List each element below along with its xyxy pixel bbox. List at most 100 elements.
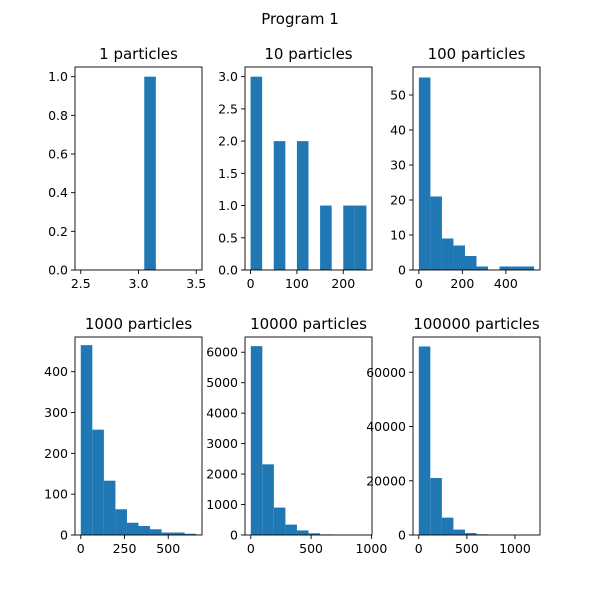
histogram-bar — [453, 529, 465, 535]
histogram-bar — [476, 266, 489, 270]
subplot-title: 10000 particles — [250, 315, 367, 333]
histogram-bar — [115, 509, 127, 535]
y-tick-label: 200 — [44, 446, 68, 461]
y-tick-label: 1.0 — [218, 198, 238, 213]
y-tick-label: 20 — [390, 193, 406, 208]
y-tick-label: 0 — [60, 528, 68, 543]
y-tick-label: 1.0 — [48, 69, 68, 84]
y-tick-label: 40000 — [366, 419, 406, 434]
histogram-bar — [430, 196, 442, 270]
y-tick-label: 0.6 — [48, 147, 68, 162]
y-tick-label: 30 — [390, 158, 406, 173]
subplot-5: 10000 particles 0 500 1000 0 1000 2000 3000 4000… — [206, 315, 387, 556]
histogram-bar — [80, 345, 93, 535]
y-tick-label: 0.4 — [48, 185, 68, 200]
x-tick-label: 3.5 — [186, 276, 206, 291]
x-tick-label: 1000 — [355, 541, 387, 556]
y-tick-label: 6000 — [206, 345, 238, 360]
y-tick-label: 3000 — [206, 436, 238, 451]
y-tick-label: 0.0 — [48, 263, 68, 278]
histogram-bar — [126, 522, 139, 535]
y-tick-label: 40 — [390, 123, 406, 138]
y-tick-label: 0.8 — [48, 108, 68, 123]
x-tick-label: 2.5 — [71, 276, 91, 291]
y-tick-label: 100 — [44, 487, 68, 502]
x-tick-label: 200 — [450, 276, 474, 291]
subplot-2: 10 particles 0 100 200 0.0 0.5 1.0 1.5 2.0 2.5 3.0 — [218, 45, 373, 291]
y-tick-label: 300 — [44, 405, 68, 420]
y-tick-label: 60000 — [366, 365, 406, 380]
histogram-bar — [511, 266, 523, 270]
y-tick-label: 50 — [390, 88, 406, 103]
subplot-3: 100 particles 0 200 400 0 10 20 30 40 50 — [390, 45, 541, 291]
histogram-bar — [262, 464, 274, 535]
x-tick-label: 3.0 — [129, 276, 149, 291]
y-tick-label: 400 — [44, 364, 68, 379]
subplot-grid: 1 particles 2.5 3.0 3.5 0.0 0.2 0.4 0.6 0.8 1.0 10… — [44, 45, 541, 556]
y-tick-label: 3.0 — [218, 69, 238, 84]
histogram-bar — [320, 205, 332, 270]
subplot-1: 1 particles 2.5 3.0 3.5 0.0 0.2 0.4 0.6 0.8 1.0 — [48, 45, 206, 291]
x-tick-label: 200 — [331, 276, 355, 291]
subplot-title: 100 particles — [428, 45, 526, 63]
x-tick-label: 500 — [156, 541, 180, 556]
histogram-bar — [308, 533, 321, 535]
axes-frame — [412, 336, 541, 536]
y-tick-label: 0.5 — [218, 230, 238, 245]
histogram-bar — [92, 429, 104, 535]
histogram-bar — [296, 141, 309, 270]
histogram-bar — [138, 526, 151, 535]
histogram-bar — [522, 266, 535, 270]
y-tick-label: 1.5 — [218, 166, 238, 181]
subplot-title: 1 particles — [99, 45, 178, 63]
axes-frame — [244, 66, 373, 271]
figure-suptitle: Program 1 — [261, 10, 339, 28]
histogram-bar — [499, 266, 512, 270]
axes-frame — [412, 66, 541, 271]
y-tick-label: 0.0 — [218, 263, 238, 278]
histogram-bar — [250, 346, 263, 535]
histogram-bar — [441, 238, 454, 270]
x-tick-label: 0 — [415, 541, 423, 556]
histogram-bar — [144, 76, 156, 270]
x-tick-label: 400 — [494, 276, 518, 291]
histogram-bar — [296, 530, 309, 535]
histogram-bar — [418, 346, 431, 535]
histogram-bar — [285, 524, 297, 535]
histogram-bar — [250, 76, 263, 270]
x-tick-label: 250 — [113, 541, 137, 556]
x-tick-label: 0 — [77, 541, 85, 556]
y-tick-label: 10 — [390, 228, 406, 243]
y-tick-label: 0 — [398, 263, 406, 278]
histogram-bar — [430, 478, 442, 535]
x-tick-label: 0 — [415, 276, 423, 291]
histogram-bar — [453, 245, 465, 270]
histogram-bar — [354, 205, 367, 270]
histogram-bar — [273, 507, 286, 535]
y-tick-label: 0 — [398, 528, 406, 543]
y-tick-label: 20000 — [366, 473, 406, 488]
y-tick-label: 2.0 — [218, 134, 238, 149]
y-tick-label: 4000 — [206, 406, 238, 421]
x-tick-label: 0 — [247, 276, 255, 291]
y-tick-label: 1000 — [206, 497, 238, 512]
subplot-title: 100000 particles — [413, 315, 540, 333]
subplot-title: 1000 particles — [85, 315, 193, 333]
histogram-bar — [150, 529, 162, 535]
histogram-bar — [161, 532, 174, 535]
x-tick-label: 0 — [247, 541, 255, 556]
histogram-bar — [103, 480, 116, 535]
subplot-4: 1000 particles 0 250 500 0 100 200 300 400 — [44, 315, 203, 556]
x-tick-label: 100 — [285, 276, 309, 291]
histogram-bar — [441, 517, 454, 535]
x-tick-label: 1000 — [499, 541, 531, 556]
histogram-bar — [464, 256, 477, 270]
histogram-bar — [418, 77, 431, 270]
histogram-bar — [173, 532, 185, 535]
histogram-bar — [343, 205, 355, 270]
histogram-bar — [273, 141, 286, 270]
y-tick-label: 2000 — [206, 467, 238, 482]
y-tick-label: 0.2 — [48, 224, 68, 239]
y-tick-label: 0 — [230, 528, 238, 543]
